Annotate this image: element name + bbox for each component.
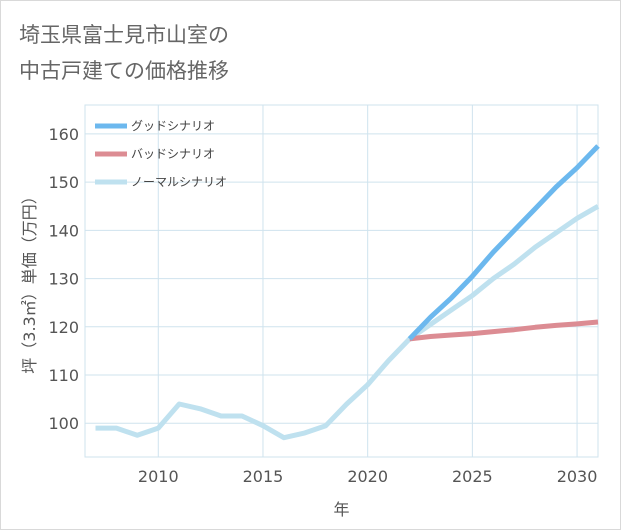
y-tick-label: 100: [48, 414, 79, 433]
legend-label: ノーマルシナリオ: [131, 175, 227, 189]
chart-grid: [84, 104, 599, 458]
legend-label: グッドシナリオ: [131, 119, 215, 133]
series-layer: [95, 144, 600, 441]
x-tick-label: 2020: [347, 467, 388, 486]
chart-title-line-1: 埼玉県富士見市山室の: [19, 23, 229, 47]
legend-label: バッドシナリオ: [131, 147, 215, 161]
y-tick-label: 120: [48, 318, 79, 337]
y-tick-label: 150: [48, 173, 79, 192]
x-tick-label: 2010: [138, 467, 179, 486]
y-axis-title: 坪（3.3㎡）単価（万円）: [20, 188, 39, 373]
series-line-2: [95, 204, 600, 441]
y-tick-label: 110: [48, 366, 79, 385]
x-axis-title: 年: [333, 500, 349, 519]
axis-ticks: 2010 2015 2020 2025 2030 100 110 120 130 140 150 16…: [48, 125, 597, 486]
series-line-0: [407, 144, 600, 341]
chart-title-line-2: 中古戸建ての価格推移: [19, 59, 229, 83]
x-tick-label: 2030: [557, 467, 598, 486]
x-tick-label: 2025: [452, 467, 493, 486]
plot-area-border: [84, 104, 599, 458]
y-tick-label: 140: [48, 221, 79, 240]
x-tick-label: 2015: [243, 467, 284, 486]
y-tick-label: 160: [48, 125, 79, 144]
series-line-1: [409, 319, 599, 342]
y-tick-label: 130: [48, 270, 79, 289]
chart-title: 埼玉県富士見市山室の 中古戸建ての価格推移: [19, 17, 229, 89]
